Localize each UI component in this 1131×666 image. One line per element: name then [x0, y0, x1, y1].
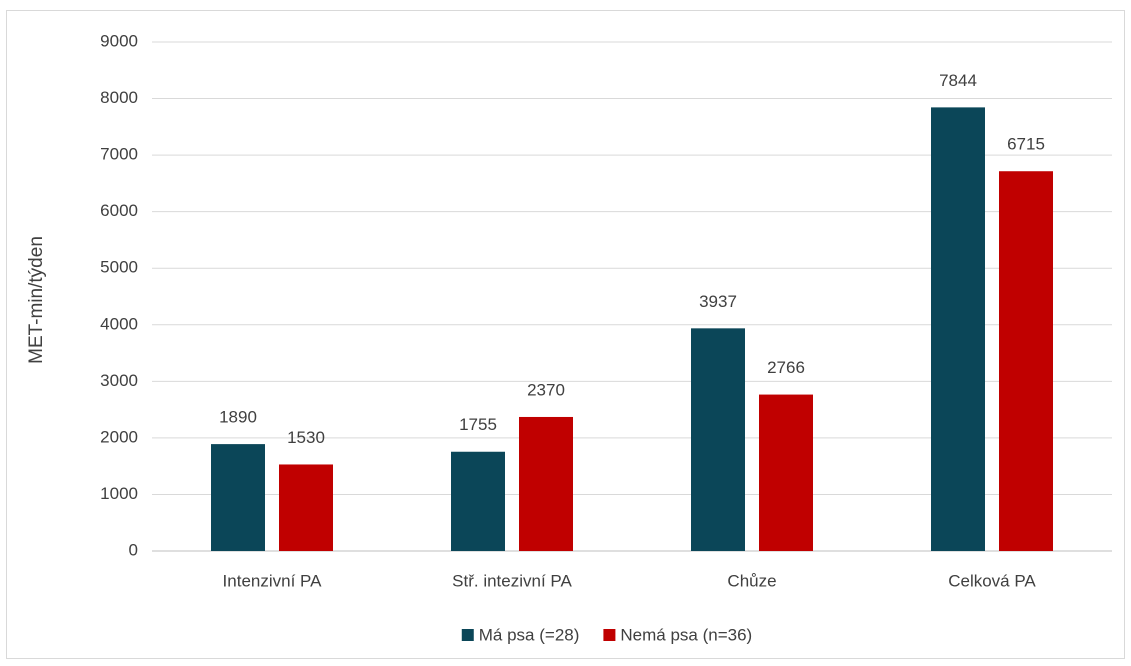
- y-tick-label: 0: [129, 540, 138, 559]
- legend-swatch: [603, 629, 616, 641]
- x-tick-label: Intenzivní PA: [223, 571, 323, 590]
- bar: [279, 464, 333, 551]
- data-label: 2766: [767, 358, 805, 377]
- y-tick-label: 1000: [100, 484, 138, 503]
- data-label: 7844: [939, 71, 977, 90]
- y-tick-label: 7000: [100, 145, 138, 164]
- bar: [519, 416, 573, 551]
- data-label: 1755: [459, 415, 497, 434]
- bar: [211, 444, 265, 551]
- y-tick-label: 5000: [100, 258, 138, 277]
- y-tick-label: 6000: [100, 201, 138, 220]
- bar: [691, 328, 745, 551]
- bar: [759, 394, 813, 551]
- data-label: 2370: [527, 380, 565, 399]
- data-label: 1530: [287, 428, 325, 447]
- data-label: 1890: [219, 408, 257, 427]
- legend-swatch: [461, 629, 474, 641]
- legend-label: Má psa (=28): [479, 625, 580, 644]
- y-axis-label: MET-min/týden: [26, 236, 47, 364]
- bar: [451, 451, 505, 551]
- x-tick-label: Stř. intezivní PA: [452, 571, 572, 590]
- y-tick-label: 3000: [100, 371, 138, 390]
- data-label: 3937: [699, 292, 737, 311]
- bar: [999, 171, 1053, 552]
- legend-label: Nemá psa (n=36): [620, 625, 752, 644]
- y-tick-label: 9000: [100, 31, 138, 50]
- y-tick-label: 4000: [100, 314, 138, 333]
- y-tick-label: 2000: [100, 427, 138, 446]
- x-tick-label: Chůze: [727, 571, 776, 590]
- data-label: 6715: [1007, 135, 1045, 154]
- y-tick-label: 8000: [100, 88, 138, 107]
- bar: [931, 107, 985, 551]
- x-tick-label: Celková PA: [948, 571, 1036, 590]
